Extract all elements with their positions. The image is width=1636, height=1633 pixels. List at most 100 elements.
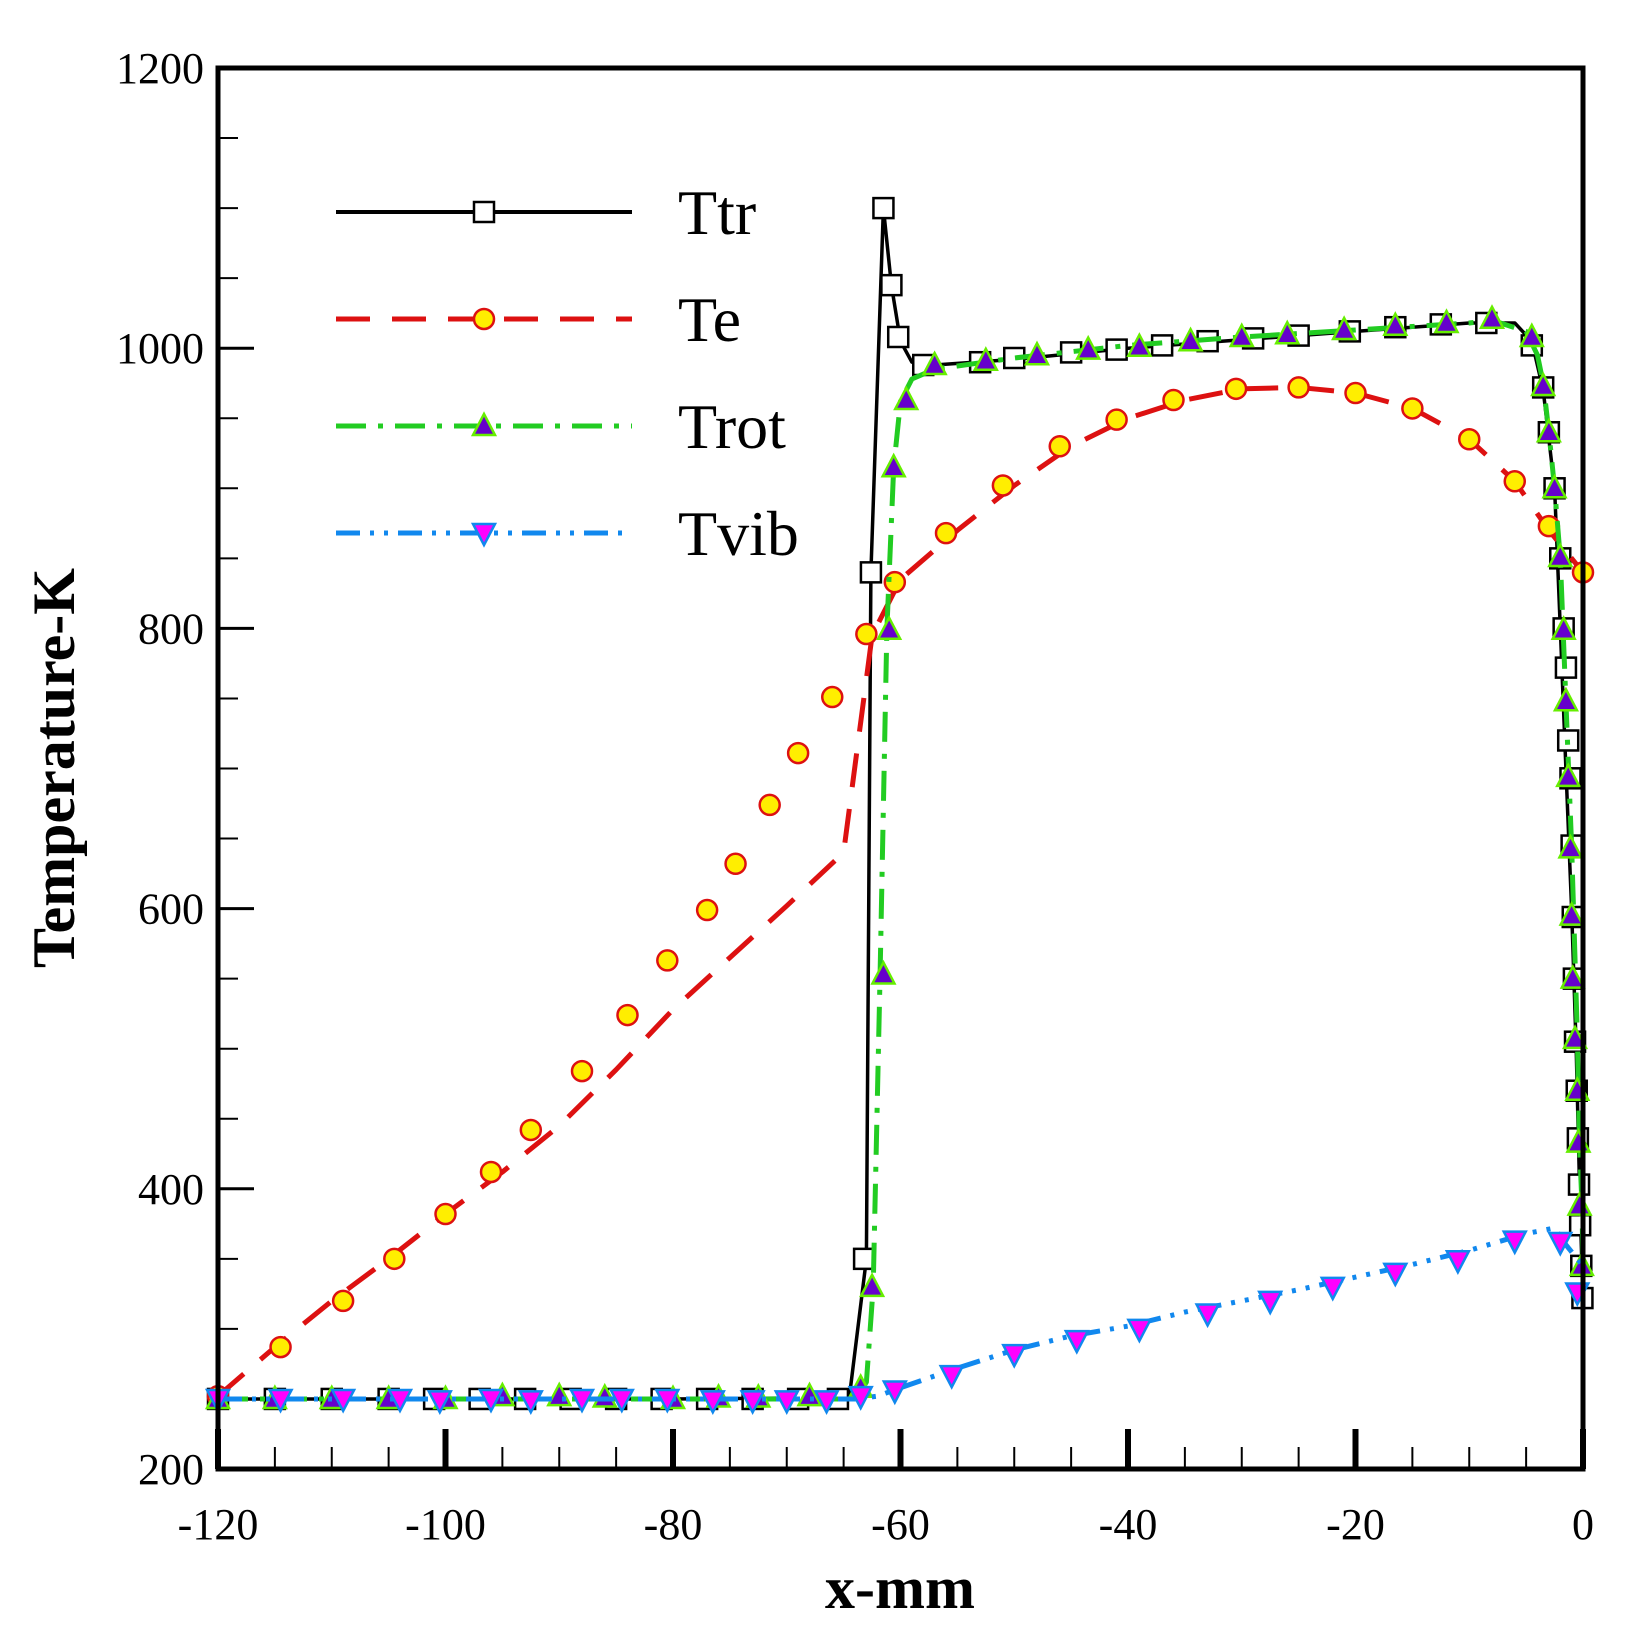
series-te (206, 376, 1595, 1408)
minor-ticks (218, 137, 1528, 1469)
series-layer (204, 196, 1595, 1416)
data-point-tvib (881, 1380, 908, 1406)
data-point-trot (1023, 340, 1051, 366)
data-point-trot (1331, 315, 1358, 341)
data-point-te (331, 1289, 355, 1313)
x-tick-label: -120 (178, 1500, 259, 1549)
data-point-trot (876, 615, 903, 641)
series-line-te (216, 384, 1585, 1398)
data-point-trot (1530, 371, 1557, 397)
data-point-ttr (886, 325, 910, 349)
data-point-tvib (608, 1388, 635, 1414)
data-point-tvib (1547, 1231, 1574, 1257)
data-point-tvib (938, 1364, 965, 1390)
data-point-tvib (330, 1388, 357, 1414)
data-point-trot (1433, 308, 1460, 334)
data-point-tvib (739, 1390, 766, 1416)
data-point-te (1287, 376, 1310, 399)
data-point-trot (1075, 334, 1102, 360)
data-point-trot (1518, 322, 1545, 348)
data-point-tvib (654, 1388, 681, 1414)
x-tick-label: -40 (1099, 1500, 1158, 1549)
legend-marker-trot (470, 411, 498, 437)
data-point-te (1048, 435, 1071, 458)
data-point-trot (1558, 900, 1585, 926)
data-point-tvib (386, 1388, 414, 1414)
data-point-te (1224, 377, 1248, 401)
data-point-trot (1126, 332, 1153, 358)
legend-label-trot: Trot (678, 391, 786, 462)
data-point-trot (921, 350, 948, 376)
series-ttr (206, 196, 1594, 1411)
y-tick-label: 1200 (116, 44, 204, 93)
data-point-te (695, 898, 719, 922)
data-point-trot (1177, 326, 1204, 352)
data-point-ttr (880, 273, 903, 297)
data-point-te (934, 521, 958, 545)
data-point-tvib (1501, 1230, 1528, 1256)
series-tvib (204, 1225, 1591, 1416)
data-point-trot (1478, 304, 1506, 330)
data-point-te (883, 570, 907, 594)
legend-label-te: Te (678, 284, 741, 355)
data-point-tvib (568, 1388, 596, 1414)
data-point-tvib (1319, 1276, 1346, 1302)
data-point-trot (1535, 417, 1562, 443)
data-point-ttr (1105, 338, 1128, 361)
x-tick-label: -100 (405, 1500, 486, 1549)
data-point-trot (870, 959, 897, 985)
data-point-te (1105, 408, 1128, 431)
data-point-trot (1566, 1190, 1593, 1216)
data-point-tvib (1001, 1343, 1028, 1369)
data-point-te (616, 1003, 639, 1027)
legend-marker-te (472, 307, 496, 331)
data-point-te (269, 1335, 292, 1359)
legend-marker-tvib (470, 522, 498, 548)
y-tick-label: 1000 (116, 324, 204, 373)
series-trot (204, 304, 1595, 1410)
data-point-te (519, 1118, 543, 1142)
data-point-trot (796, 1381, 823, 1407)
x-tick-label: -60 (871, 1500, 930, 1549)
data-point-te (383, 1247, 406, 1271)
data-point-trot (972, 346, 999, 372)
x-tick-label: 0 (1572, 1500, 1594, 1549)
data-point-te (570, 1059, 594, 1083)
y-tick-label: 600 (138, 885, 204, 934)
series-line-ttr (218, 206, 1585, 1401)
data-point-tvib (1063, 1329, 1090, 1355)
y-tick-label: 200 (138, 1445, 204, 1494)
data-point-tvib (813, 1390, 840, 1416)
y-tick-label: 400 (138, 1165, 204, 1214)
data-point-tvib (1126, 1318, 1153, 1344)
data-point-tvib (477, 1388, 505, 1414)
data-point-trot (1557, 833, 1584, 859)
data-point-te (786, 741, 810, 765)
data-point-te (1401, 397, 1424, 420)
data-point-tvib (1257, 1290, 1284, 1316)
data-point-tvib (847, 1385, 874, 1411)
data-point-te (1458, 428, 1481, 451)
data-point-te (758, 793, 781, 817)
data-point-trot (1274, 319, 1301, 345)
data-point-te (855, 622, 878, 646)
data-point-trot (1555, 762, 1582, 788)
data-point-tvib (267, 1388, 294, 1414)
legend-marker-ttr (472, 200, 496, 224)
data-point-te (991, 474, 1015, 497)
series-line-trot (218, 317, 1586, 1402)
data-point-te (434, 1202, 457, 1226)
data-point-ttr (859, 561, 883, 584)
legend-label-ttr: Ttr (678, 177, 756, 248)
data-point-ttr (872, 196, 895, 220)
data-point-ttr (852, 1247, 876, 1271)
data-point-trot (1550, 615, 1577, 641)
data-point-te (656, 949, 679, 972)
data-point-trot (1547, 542, 1574, 568)
data-point-tvib (699, 1390, 726, 1416)
data-point-trot (893, 385, 920, 411)
data-point-trot (1541, 473, 1568, 499)
data-point-te (1162, 388, 1185, 412)
data-point-trot (858, 1272, 886, 1298)
